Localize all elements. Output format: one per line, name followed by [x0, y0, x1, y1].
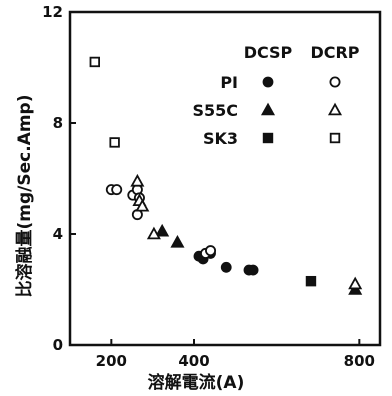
series-pi-dcrp: [107, 185, 215, 258]
legend-marker: [264, 134, 273, 143]
data-point: [222, 263, 231, 272]
data-point: [132, 176, 143, 186]
y-tick-label: 4: [53, 225, 63, 243]
legend-row-label: SK3: [203, 129, 238, 148]
data-point: [172, 237, 183, 247]
legend-marker: [331, 134, 340, 143]
y-tick-label: 12: [42, 3, 63, 21]
data-point: [249, 266, 258, 275]
legend-marker: [264, 78, 273, 87]
legend-marker: [330, 77, 339, 86]
data-point: [91, 58, 100, 67]
data-point: [206, 246, 215, 255]
data-point: [110, 138, 119, 147]
data-point: [157, 226, 168, 236]
x-tick-label: 400: [178, 352, 209, 370]
legend-row-label: PI: [220, 73, 238, 92]
x-axis: 200 400 800: [96, 339, 375, 370]
series-s55c-dcsp: [157, 226, 361, 294]
x-axis-label: 溶解電流(A): [148, 372, 245, 393]
x-tick-label: 200: [96, 352, 127, 370]
data-point: [350, 278, 361, 288]
data-points: [91, 58, 361, 294]
y-axis-label: 比溶融量(mg/Sec.Amp): [14, 95, 35, 298]
legend-row-label: S55C: [192, 101, 238, 120]
series-sk3-dcsp: [307, 277, 316, 286]
legend-column-header: DCRP: [310, 43, 359, 62]
x-tick-label: 800: [344, 352, 375, 370]
legend: DCSP DCRP PI S55C SK3: [192, 43, 359, 148]
legend-column-header: DCSP: [244, 43, 293, 62]
y-tick-label: 0: [53, 336, 63, 354]
data-point: [112, 185, 121, 194]
data-point: [307, 277, 316, 286]
legend-marker: [263, 105, 274, 115]
y-tick-label: 8: [53, 114, 63, 132]
series-sk3-dcrp: [91, 58, 119, 147]
legend-marker: [330, 105, 341, 115]
